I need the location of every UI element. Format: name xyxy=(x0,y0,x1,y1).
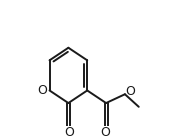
Text: O: O xyxy=(126,85,136,98)
Text: O: O xyxy=(100,126,110,138)
Text: O: O xyxy=(64,126,74,138)
Text: O: O xyxy=(38,84,48,97)
